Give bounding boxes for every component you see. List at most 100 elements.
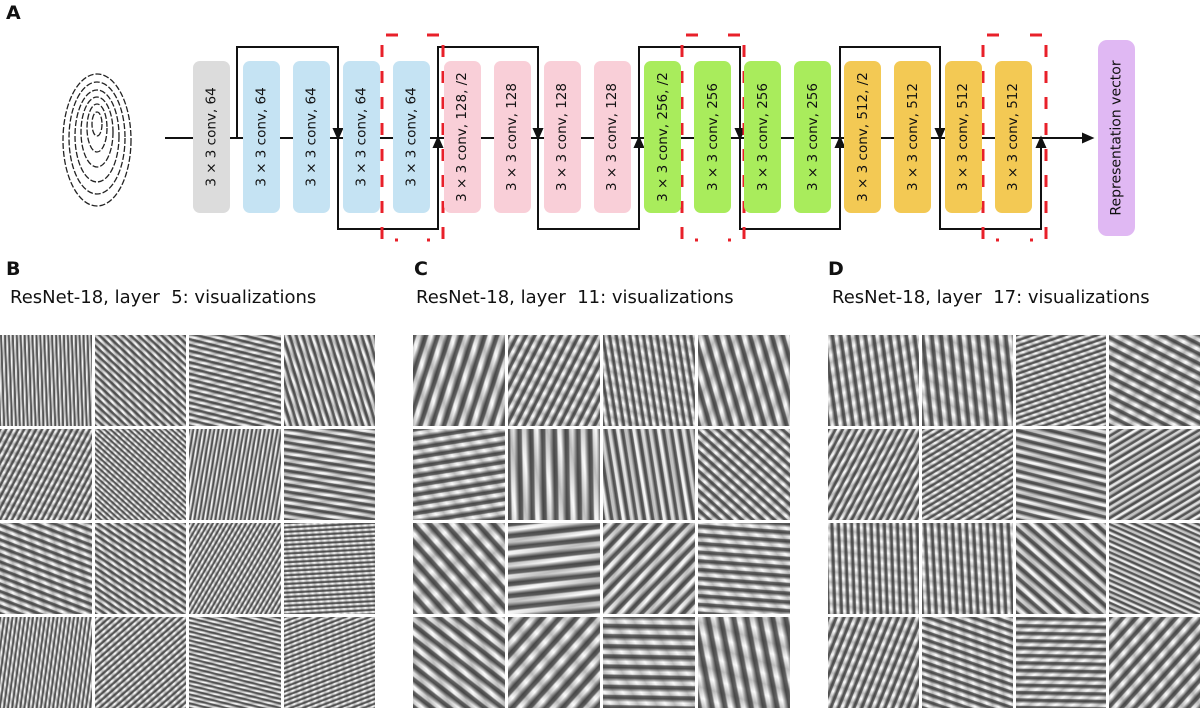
conv-block-label: 3 × 3 conv, 512 (955, 83, 972, 191)
panel-d-label: D (828, 258, 844, 280)
conv-block: 3 × 3 conv, 256 (794, 61, 832, 213)
feature-visualization-tile (283, 617, 375, 708)
feature-visualization-tile (508, 617, 600, 708)
representation-vector: Representation vector (1098, 40, 1135, 236)
feature-visualization-tile (283, 523, 375, 614)
conv-block: 3 × 3 conv, 512 (994, 61, 1032, 213)
feature-visualization-tile (1015, 617, 1107, 708)
conv-block: 3 × 3 conv, 256 (744, 61, 782, 213)
feature-visualization-tile (94, 523, 186, 614)
feature-visualization-tile (189, 335, 281, 426)
feature-visualization-tile (698, 617, 790, 708)
feature-visualization-tile (508, 429, 600, 520)
conv-block-label: 3 × 3 conv, 128 (604, 83, 621, 191)
feature-visualization-tile (508, 523, 600, 614)
conv-block: 3 × 3 conv, 64 (293, 61, 331, 213)
conv-block-label: 3 × 3 conv, 512 (1005, 83, 1022, 191)
panel-d-title: ResNet-18, layer 17: visualizations (832, 287, 1150, 308)
conv-block-label: 3 × 3 conv, 512, /2 (854, 72, 871, 202)
feature-visualization-tile (1109, 429, 1200, 520)
conv-block: 3 × 3 conv, 64 (243, 61, 281, 213)
panel-b-title: ResNet-18, layer 5: visualizations (10, 287, 317, 308)
arrow-icon (1035, 135, 1047, 148)
skip-connection (337, 138, 439, 230)
conv-block: 3 × 3 conv, 256, /2 (643, 61, 681, 213)
feature-visualization-tile (189, 523, 281, 614)
conv-block: 3 × 3 conv, 128, /2 (443, 61, 481, 213)
layer-17-visualization-grid (828, 335, 1200, 708)
feature-visualization-tile (283, 335, 375, 426)
conv-block: 3 × 3 conv, 512 (894, 61, 932, 213)
panel-c-title: ResNet-18, layer 11: visualizations (416, 287, 734, 308)
feature-visualization-tile (828, 429, 919, 520)
highlight-brackets (380, 33, 1048, 242)
conv-block-label: 3 × 3 conv, 64 (403, 87, 420, 187)
conv-block-label: 3 × 3 conv, 64 (353, 87, 370, 187)
feature-visualization-tile (828, 617, 919, 708)
conv-block: 3 × 3 conv, 64 (343, 61, 381, 213)
feature-visualization-tile (921, 335, 1013, 426)
feature-visualization-tile (603, 335, 695, 426)
feature-visualization-tile (94, 617, 186, 708)
feature-visualization-tile (189, 429, 281, 520)
skip-connection (839, 46, 941, 138)
feature-visualization-tile (189, 617, 281, 708)
conv-block-label: 3 × 3 conv, 256 (754, 83, 771, 191)
feature-visualization-tile (603, 429, 695, 520)
conv-block: 3 × 3 conv, 256 (694, 61, 731, 213)
feature-visualization-tile (698, 523, 790, 614)
feature-visualization-tile (1015, 523, 1107, 614)
panel-a-label: A (6, 2, 21, 24)
feature-visualization-tile (921, 617, 1013, 708)
feature-visualization-tile (413, 617, 505, 708)
arrow-icon (1082, 132, 1095, 144)
conv-block-label: 3 × 3 conv, 256, /2 (654, 72, 671, 202)
conv-block-label: 3 × 3 conv, 64 (203, 87, 220, 187)
arrow-icon (734, 128, 746, 141)
arrow-icon (834, 135, 846, 148)
highlight-bracket (981, 33, 1048, 242)
conv-block-label: 3 × 3 conv, 128 (554, 83, 571, 191)
conv-block-label: 3 × 3 conv, 64 (303, 87, 320, 187)
skip-connection (638, 46, 741, 138)
feature-visualization-tile (828, 523, 919, 614)
network-diagram (62, 33, 1095, 242)
conv-block-label: 3 × 3 conv, 256 (804, 83, 821, 191)
skip-connection (739, 138, 841, 230)
feature-visualization-tile (1109, 523, 1200, 614)
conv-block-label: 3 × 3 conv, 64 (253, 87, 270, 187)
skip-connection (939, 138, 1042, 230)
panel-c-label: C (414, 258, 428, 280)
arrow-icon (432, 135, 444, 148)
feature-visualization-tile (921, 429, 1013, 520)
feature-visualization-tile (413, 335, 505, 426)
fingerprint-image (62, 73, 132, 207)
feature-visualization-tile (828, 335, 919, 426)
conv-block: 3 × 3 conv, 64 (393, 61, 431, 213)
feature-visualization-tile (413, 523, 505, 614)
feature-visualization-tile (0, 617, 92, 708)
conv-block: 3 × 3 conv, 64 (193, 61, 230, 213)
layer-5-visualization-grid (0, 335, 375, 708)
arrow-icon (934, 128, 946, 141)
representation-vector-label: Representation vector (1108, 60, 1125, 216)
feature-visualization-tile (921, 523, 1013, 614)
skip-connection (537, 138, 640, 230)
feature-visualization-tile (1109, 617, 1200, 708)
skip-connection (437, 46, 539, 138)
highlight-bracket (380, 33, 445, 242)
feature-visualization-tile (0, 523, 92, 614)
conv-block: 3 × 3 conv, 128 (493, 61, 531, 213)
conv-block: 3 × 3 conv, 128 (593, 61, 631, 213)
feature-visualization-tile (1015, 429, 1107, 520)
arrow-icon (633, 135, 645, 148)
feature-visualization-tile (413, 429, 505, 520)
feature-visualization-tile (698, 429, 790, 520)
conv-block: 3 × 3 conv, 512, /2 (844, 61, 882, 213)
highlight-bracket (680, 33, 746, 242)
feature-visualization-tile (603, 617, 695, 708)
feature-visualization-tile (0, 429, 92, 520)
feature-visualization-tile (94, 335, 186, 426)
feature-visualization-tile (1109, 335, 1200, 426)
feature-visualization-tile (1015, 335, 1107, 426)
